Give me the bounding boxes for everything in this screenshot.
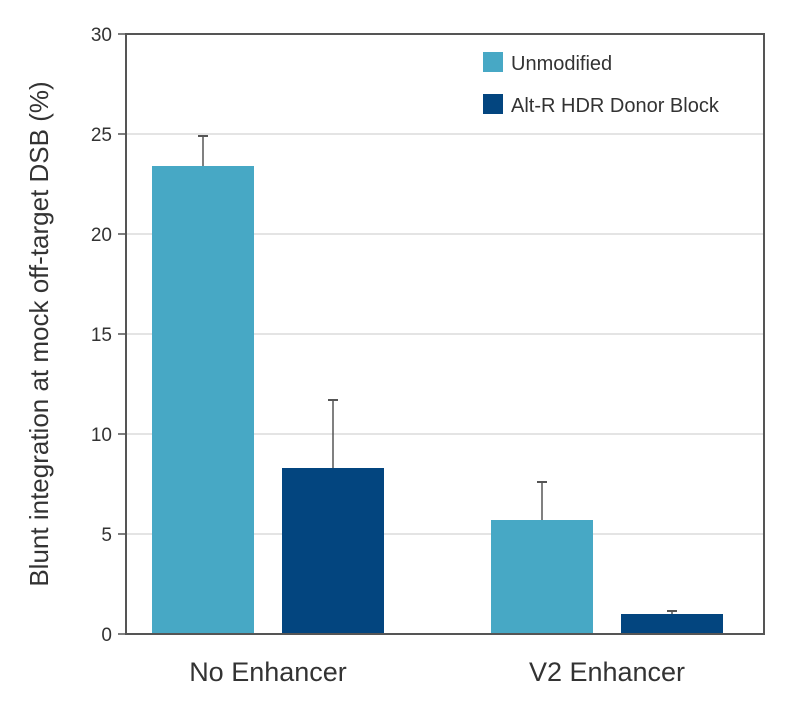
x-axis-labels: No Enhancer V2 Enhancer bbox=[189, 657, 685, 687]
y-tick-label: 10 bbox=[91, 425, 112, 446]
y-tick-label: 5 bbox=[101, 525, 112, 546]
y-axis-ticks: 0 5 10 15 20 25 30 bbox=[91, 25, 126, 646]
y-tick-label: 20 bbox=[91, 225, 112, 246]
legend-swatch bbox=[483, 94, 503, 114]
error-bars bbox=[198, 135, 677, 614]
legend-label: Unmodified bbox=[511, 53, 612, 75]
legend-label: Alt-R HDR Donor Block bbox=[511, 95, 720, 117]
x-category-label: No Enhancer bbox=[189, 657, 347, 687]
bar-alt-r-hdr-donor-block-no-enhancer bbox=[282, 468, 384, 634]
legend: Unmodified Alt-R HDR Donor Block bbox=[483, 52, 720, 117]
bars bbox=[152, 166, 723, 634]
y-tick-label: 30 bbox=[91, 25, 112, 46]
x-category-label: V2 Enhancer bbox=[529, 657, 685, 687]
legend-swatch bbox=[483, 52, 503, 72]
y-tick-label: 0 bbox=[101, 625, 112, 646]
y-tick-label: 15 bbox=[91, 325, 112, 346]
bar-unmodified-v2-enhancer bbox=[491, 520, 593, 634]
y-tick-label: 25 bbox=[91, 125, 112, 146]
bar-alt-r-hdr-donor-block-v2-enhancer bbox=[621, 614, 723, 634]
bar-unmodified-no-enhancer bbox=[152, 166, 254, 634]
y-axis-title: Blunt integration at mock off-target DSB… bbox=[24, 81, 54, 586]
